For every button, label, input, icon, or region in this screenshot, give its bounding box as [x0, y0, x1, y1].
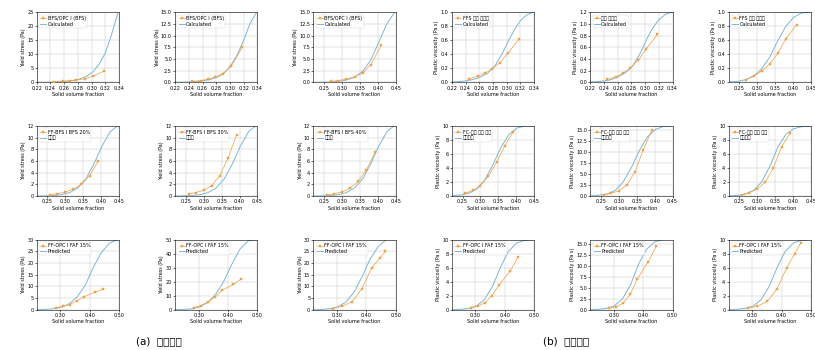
- Y-axis label: Yield stress (Pa): Yield stress (Pa): [159, 256, 164, 294]
- Text: (b)  소성점도: (b) 소성점도: [544, 336, 589, 346]
- X-axis label: Solid volume fraction: Solid volume fraction: [190, 92, 242, 97]
- Y-axis label: Plastic viscosity (Pa s): Plastic viscosity (Pa s): [436, 248, 441, 301]
- Y-axis label: Yield stress (Pa): Yield stress (Pa): [297, 256, 302, 294]
- Y-axis label: Plastic viscosity (Pa s): Plastic viscosity (Pa s): [713, 248, 718, 301]
- X-axis label: Solid volume fraction: Solid volume fraction: [190, 319, 242, 324]
- Legend: BFS/OPC I (BFS), Calculated: BFS/OPC I (BFS), Calculated: [178, 15, 225, 28]
- Legend: 분리 분리비, Calculated: 분리 분리비, Calculated: [593, 15, 628, 28]
- X-axis label: Solid volume fraction: Solid volume fraction: [51, 319, 104, 324]
- Legend: FF-OPC I FAF 15%, Predicted: FF-OPC I FAF 15%, Predicted: [593, 242, 645, 255]
- X-axis label: Solid volume fraction: Solid volume fraction: [467, 319, 519, 324]
- Legend: FF-BFS I BFS 20%, 예측값: FF-BFS I BFS 20%, 예측값: [39, 128, 91, 141]
- X-axis label: Solid volume fraction: Solid volume fraction: [51, 206, 104, 211]
- Y-axis label: Yield stress (Pa): Yield stress (Pa): [159, 142, 164, 180]
- Legend: FF-OPC I FAF 15%, Predicted: FF-OPC I FAF 15%, Predicted: [39, 242, 91, 255]
- Y-axis label: Plastic viscosity (Pa s): Plastic viscosity (Pa s): [573, 21, 578, 74]
- Legend: FC-분리 분리 분리, 소성점도: FC-분리 분리 분리, 소성점도: [454, 128, 492, 141]
- Y-axis label: Yield stress (Pa): Yield stress (Pa): [297, 142, 302, 180]
- X-axis label: Solid volume fraction: Solid volume fraction: [743, 92, 796, 97]
- X-axis label: Solid volume fraction: Solid volume fraction: [606, 319, 658, 324]
- Y-axis label: Plastic viscosity (Pa s): Plastic viscosity (Pa s): [711, 21, 716, 74]
- Legend: BFS/OPC I (BFS), Calculated: BFS/OPC I (BFS), Calculated: [39, 15, 87, 28]
- Legend: FF-OPC I FAF 15%, Predicted: FF-OPC I FAF 15%, Predicted: [454, 242, 507, 255]
- X-axis label: Solid volume fraction: Solid volume fraction: [51, 92, 104, 97]
- Legend: FC-분리 분리 분리, 소성점도: FC-분리 분리 분리, 소성점도: [731, 128, 769, 141]
- X-axis label: Solid volume fraction: Solid volume fraction: [190, 206, 242, 211]
- X-axis label: Solid volume fraction: Solid volume fraction: [328, 319, 381, 324]
- Y-axis label: Yield stress (Pa): Yield stress (Pa): [293, 28, 298, 66]
- Y-axis label: Plastic viscosity (Pa s): Plastic viscosity (Pa s): [434, 21, 439, 74]
- Y-axis label: Plastic viscosity (Pa s): Plastic viscosity (Pa s): [436, 134, 441, 188]
- Legend: FFS 분리 분리비, Calculated: FFS 분리 분리비, Calculated: [731, 15, 767, 28]
- X-axis label: Solid volume fraction: Solid volume fraction: [606, 92, 658, 97]
- Y-axis label: Yield stress (Pa): Yield stress (Pa): [155, 28, 160, 66]
- Legend: FF-OPC I FAF 15%, Predicted: FF-OPC I FAF 15%, Predicted: [731, 242, 783, 255]
- X-axis label: Solid volume fraction: Solid volume fraction: [606, 206, 658, 211]
- Legend: FFS 분리 분리비, Calculated: FFS 분리 분리비, Calculated: [454, 15, 490, 28]
- Y-axis label: Plastic viscosity (Pa s): Plastic viscosity (Pa s): [570, 248, 575, 301]
- Text: (a)  항복응력: (a) 항복응력: [136, 336, 182, 346]
- X-axis label: Solid volume fraction: Solid volume fraction: [328, 206, 381, 211]
- X-axis label: Solid volume fraction: Solid volume fraction: [467, 206, 519, 211]
- X-axis label: Solid volume fraction: Solid volume fraction: [467, 92, 519, 97]
- Legend: BFS/OPC I (BFS), Calculated: BFS/OPC I (BFS), Calculated: [316, 15, 363, 28]
- Y-axis label: Plastic viscosity (Pa s): Plastic viscosity (Pa s): [713, 134, 718, 188]
- Legend: FF-BFS I BFS 40%, 예측값: FF-BFS I BFS 40%, 예측값: [316, 128, 368, 141]
- Y-axis label: Plastic viscosity (Pa s): Plastic viscosity (Pa s): [570, 134, 575, 188]
- X-axis label: Solid volume fraction: Solid volume fraction: [743, 319, 796, 324]
- Legend: FF-OPC I FAF 15%, Predicted: FF-OPC I FAF 15%, Predicted: [316, 242, 368, 255]
- X-axis label: Solid volume fraction: Solid volume fraction: [328, 92, 381, 97]
- Legend: FF-OPC I FAF 15%, Predicted: FF-OPC I FAF 15%, Predicted: [178, 242, 230, 255]
- Y-axis label: Yield stress (Pa): Yield stress (Pa): [21, 256, 26, 294]
- Y-axis label: Yield stress (Pa): Yield stress (Pa): [21, 28, 26, 66]
- X-axis label: Solid volume fraction: Solid volume fraction: [743, 206, 796, 211]
- Legend: FF-BFS I BFS 30%, 예측값: FF-BFS I BFS 30%, 예측값: [178, 128, 230, 141]
- Y-axis label: Yield stress (Pa): Yield stress (Pa): [21, 142, 26, 180]
- Legend: FC-분리 분리 분리, 소성점도: FC-분리 분리 분리, 소성점도: [593, 128, 631, 141]
